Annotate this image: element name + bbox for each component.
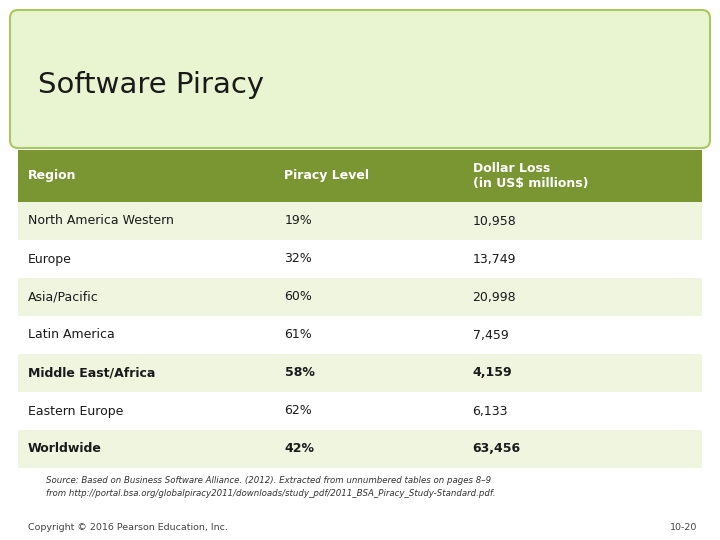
- Text: Dollar Loss
(in US$ millions): Dollar Loss (in US$ millions): [472, 161, 588, 191]
- Bar: [463, 430, 702, 468]
- Bar: [274, 316, 463, 354]
- Text: 7,459: 7,459: [472, 328, 508, 341]
- Text: 60%: 60%: [284, 291, 312, 303]
- Bar: [463, 316, 702, 354]
- Text: 6,133: 6,133: [472, 404, 508, 417]
- Bar: [274, 202, 463, 240]
- Text: Eastern Europe: Eastern Europe: [28, 404, 123, 417]
- Bar: [274, 150, 463, 202]
- Text: Source: Based on Business Software Alliance. (2012). Extracted from unnumbered t: Source: Based on Business Software Allia…: [46, 476, 495, 497]
- Text: Piracy Level: Piracy Level: [284, 170, 369, 183]
- Bar: [18, 316, 274, 354]
- Bar: [18, 150, 274, 202]
- Bar: [18, 202, 274, 240]
- Text: Middle East/Africa: Middle East/Africa: [28, 367, 156, 380]
- Text: 20,998: 20,998: [472, 291, 516, 303]
- Bar: [463, 278, 702, 316]
- Bar: [463, 202, 702, 240]
- Bar: [18, 430, 274, 468]
- Bar: [18, 240, 274, 278]
- Text: 10-20: 10-20: [670, 523, 697, 532]
- Text: 10,958: 10,958: [472, 214, 516, 227]
- Text: Latin America: Latin America: [28, 328, 114, 341]
- Text: 4,159: 4,159: [472, 367, 512, 380]
- Bar: [274, 354, 463, 392]
- Bar: [274, 278, 463, 316]
- Text: Asia/Pacific: Asia/Pacific: [28, 291, 99, 303]
- Bar: [463, 240, 702, 278]
- Text: 32%: 32%: [284, 253, 312, 266]
- Text: 19%: 19%: [284, 214, 312, 227]
- Text: Region: Region: [28, 170, 76, 183]
- Text: Worldwide: Worldwide: [28, 442, 102, 456]
- Bar: [18, 392, 274, 430]
- FancyBboxPatch shape: [10, 10, 710, 148]
- Bar: [463, 354, 702, 392]
- Bar: [18, 354, 274, 392]
- Text: 58%: 58%: [284, 367, 315, 380]
- Bar: [463, 150, 702, 202]
- Bar: [274, 240, 463, 278]
- Text: North America Western: North America Western: [28, 214, 174, 227]
- Bar: [18, 278, 274, 316]
- Text: Copyright © 2016 Pearson Education, Inc.: Copyright © 2016 Pearson Education, Inc.: [28, 523, 228, 532]
- Bar: [463, 392, 702, 430]
- Text: 63,456: 63,456: [472, 442, 521, 456]
- Bar: [274, 430, 463, 468]
- Text: 62%: 62%: [284, 404, 312, 417]
- Text: 42%: 42%: [284, 442, 315, 456]
- Text: Software Piracy: Software Piracy: [38, 71, 264, 99]
- Text: 13,749: 13,749: [472, 253, 516, 266]
- Bar: [274, 392, 463, 430]
- Text: 61%: 61%: [284, 328, 312, 341]
- Text: Europe: Europe: [28, 253, 72, 266]
